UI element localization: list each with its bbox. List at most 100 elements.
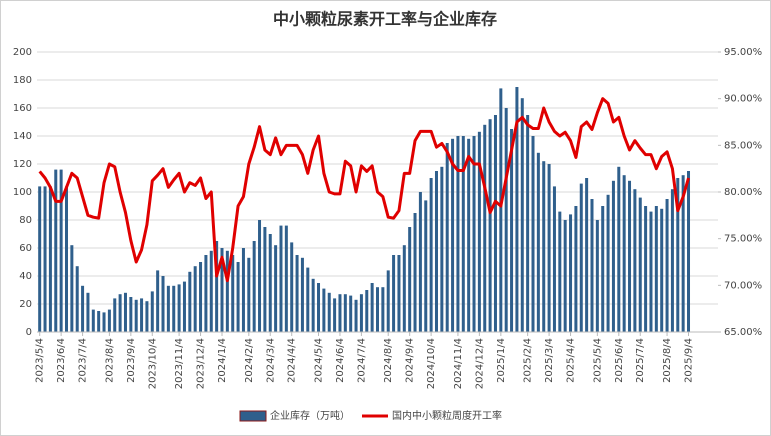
- bar: [199, 262, 203, 332]
- x-tick-label: 2024/2/4: [244, 338, 255, 383]
- bar: [434, 171, 438, 332]
- x-tick-label: 2024/6/4: [335, 338, 346, 383]
- bar: [563, 220, 567, 332]
- bar: [638, 197, 642, 332]
- bar: [649, 211, 653, 332]
- x-tick-label: 2024/8/4: [383, 338, 394, 383]
- bar: [48, 186, 52, 332]
- bar: [97, 311, 101, 332]
- bar: [375, 287, 380, 332]
- y-tick-label: 140: [13, 131, 32, 142]
- bar: [193, 266, 197, 332]
- bar: [687, 171, 691, 332]
- bar: [225, 250, 229, 332]
- x-tick-label: 2025/5/4: [592, 338, 603, 383]
- bar: [54, 169, 58, 332]
- x-tick-label: 2024/4/4: [287, 338, 298, 383]
- bar: [429, 178, 433, 332]
- bar: [300, 257, 304, 332]
- bar: [156, 270, 160, 332]
- x-tick-label: 2025/2/4: [523, 338, 534, 383]
- y-tick-label: 40: [19, 271, 32, 282]
- bar: [590, 199, 594, 332]
- bar: [209, 250, 213, 332]
- bar: [633, 189, 637, 332]
- bar: [558, 211, 562, 332]
- bar: [617, 166, 621, 332]
- bar: [59, 169, 63, 332]
- y-tick-label: 100: [13, 187, 32, 198]
- bar: [38, 186, 42, 332]
- bar: [440, 166, 444, 332]
- bar: [670, 189, 674, 332]
- line: [38, 97, 690, 283]
- x-tick-label: 2024/10/4: [426, 338, 437, 389]
- x-tick-label: 2023/7/4: [78, 338, 89, 383]
- x-tick-label: 2023/5/4: [35, 338, 46, 383]
- bar: [386, 270, 390, 332]
- bar: [515, 87, 519, 332]
- bar: [526, 115, 530, 332]
- bar: [279, 225, 283, 332]
- bar: [290, 242, 294, 332]
- bar: [397, 255, 401, 332]
- bar: [43, 186, 47, 332]
- y-tick-label: 20: [19, 299, 32, 310]
- bar: [258, 220, 262, 332]
- x-tick-label: 2025/1/4: [496, 338, 507, 383]
- bar: [161, 276, 165, 332]
- bar: [129, 297, 133, 332]
- bar: [204, 255, 208, 332]
- bar: [413, 213, 417, 332]
- bar: [622, 175, 626, 332]
- bar: [317, 283, 321, 332]
- bar: [70, 245, 74, 332]
- bar: [520, 98, 524, 332]
- bar: [660, 208, 664, 332]
- bar: [461, 136, 465, 332]
- bar: [295, 255, 299, 332]
- bar: [150, 291, 154, 332]
- bar: [569, 214, 573, 332]
- x-tick-label: 2025/3/4: [544, 338, 555, 383]
- y2-tick-label: 80.00%: [724, 187, 762, 198]
- bar: [75, 266, 79, 332]
- bar: [252, 241, 256, 332]
- bar: [166, 285, 170, 332]
- y-tick-label: 180: [13, 75, 32, 86]
- bar: [493, 115, 497, 332]
- bar: [220, 248, 224, 332]
- bar: [113, 298, 117, 332]
- bar: [311, 278, 315, 332]
- bar: [585, 178, 589, 332]
- bar: [343, 294, 347, 332]
- y2-tick-label: 95.00%: [724, 47, 762, 58]
- x-tick-label: 2024/11/4: [453, 338, 464, 389]
- bar: [123, 292, 127, 332]
- chart-title: 中小颗粒尿素开工率与企业库存: [273, 10, 497, 29]
- x-tick-label: 2025/8/4: [662, 338, 673, 383]
- bar: [268, 234, 272, 332]
- x-tick-label: 2024/9/4: [405, 338, 416, 383]
- bar: [536, 152, 540, 332]
- bar: [531, 136, 535, 332]
- bar: [408, 227, 412, 332]
- x-tick-label: 2025/4/4: [566, 338, 577, 383]
- bar: [665, 199, 669, 332]
- bar: [472, 136, 476, 332]
- x-tick-label: 2024/7/4: [356, 338, 367, 383]
- y2-tick-label: 65.00%: [724, 327, 762, 338]
- bar: [392, 255, 396, 332]
- bar: [274, 245, 278, 332]
- bar: [215, 241, 219, 332]
- bar: [306, 267, 310, 332]
- bar: [477, 131, 481, 332]
- bar: [456, 136, 460, 332]
- bar: [644, 206, 648, 332]
- bar: [552, 186, 556, 332]
- x-tick-label: 2023/9/4: [126, 338, 137, 383]
- y2-tick-label: 90.00%: [724, 94, 762, 105]
- bar: [510, 129, 514, 332]
- bar: [86, 292, 90, 332]
